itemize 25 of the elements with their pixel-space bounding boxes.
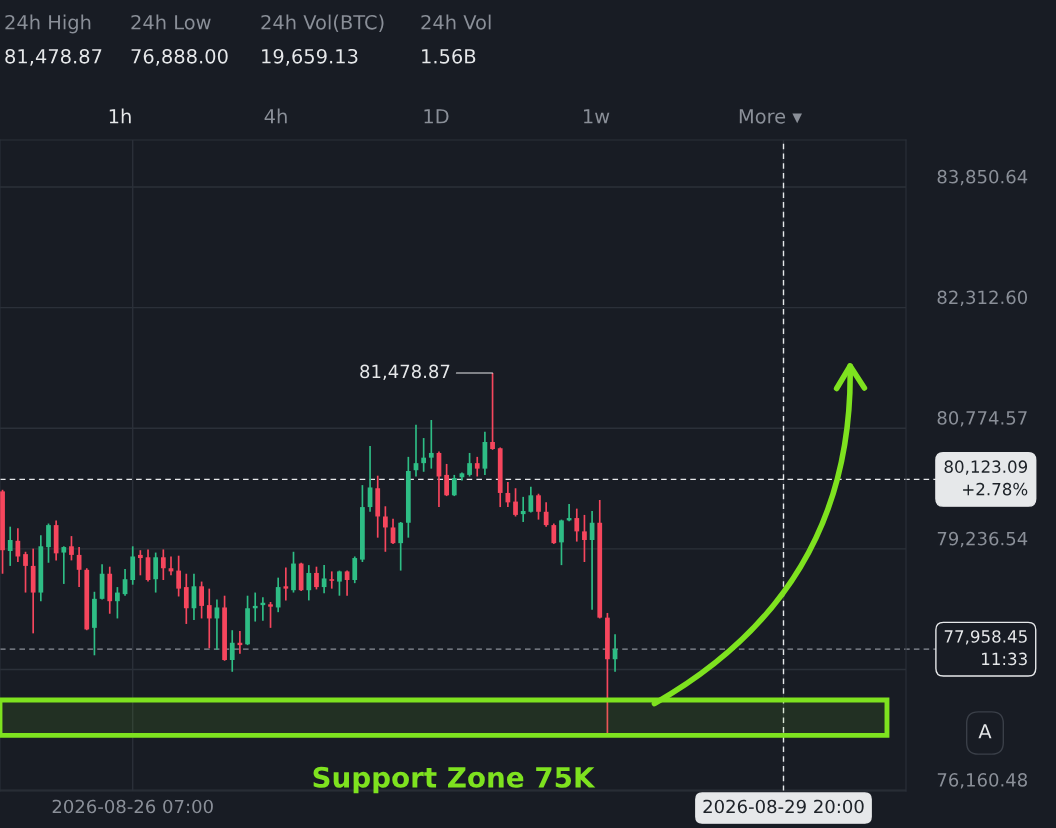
band-label: Support Zone 75K [313,766,596,794]
annotation: 81,478.87 [360,364,450,381]
y-tick-label: 83,850.64 [937,169,1028,186]
text: 81,478.87 [5,48,102,66]
ref-line-label: 80,123.09 +2.78% [944,460,1028,496]
text: 24h High [5,14,91,34]
y-tick-label: 82,312.60 [937,290,1028,306]
text: 1.56B [422,48,476,64]
text: 24h Low [131,14,211,30]
text: 19,659.13 [262,48,358,66]
text: 4h [264,108,287,124]
text: A [978,724,992,739]
text: 24h Vol [421,14,491,30]
text: 76,888.00 [131,48,228,66]
y-tick-label: 76,160.48 [937,773,1027,789]
ref-line-label: 77,958.45 11:33 [944,630,1027,666]
y-tick-label: 79,236.54 [937,531,1028,548]
text: 24h Vol(BTC) [261,14,384,32]
text: More ▾ [739,109,803,124]
text: 1h [109,108,131,124]
text: 1w [584,109,610,124]
x-tick-label: 2026-08-26 07:00 [52,799,213,814]
text: 1D [424,109,449,124]
x-tick-label: 2026-08-29 20:00 [703,799,864,814]
y-tick-label: 80,774.57 [937,411,1027,427]
